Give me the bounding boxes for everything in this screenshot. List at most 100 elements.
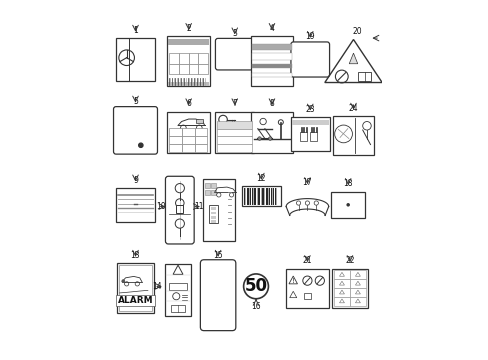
Text: !: ! bbox=[291, 278, 294, 284]
Bar bbox=[215, 112, 254, 153]
Bar bbox=[303, 293, 310, 299]
Text: 21: 21 bbox=[302, 256, 311, 265]
Text: 19: 19 bbox=[305, 32, 314, 41]
Text: 2: 2 bbox=[186, 24, 191, 33]
Bar bbox=[194, 144, 207, 152]
Bar bbox=[333, 270, 349, 279]
Text: 17: 17 bbox=[302, 178, 311, 187]
Bar bbox=[250, 36, 293, 86]
Text: 15: 15 bbox=[213, 251, 223, 260]
Text: 13: 13 bbox=[130, 251, 140, 260]
Bar bbox=[250, 112, 293, 153]
Bar bbox=[333, 297, 349, 306]
Bar bbox=[198, 53, 208, 64]
Bar bbox=[210, 212, 216, 215]
Bar bbox=[188, 53, 198, 64]
Bar bbox=[333, 279, 349, 288]
Text: 4: 4 bbox=[269, 24, 274, 33]
Bar bbox=[182, 144, 194, 152]
Bar bbox=[169, 53, 179, 64]
Bar bbox=[290, 117, 329, 151]
Bar bbox=[242, 186, 280, 206]
Bar bbox=[169, 64, 179, 75]
Bar bbox=[167, 36, 209, 86]
Bar bbox=[300, 132, 307, 141]
FancyBboxPatch shape bbox=[215, 39, 254, 70]
FancyBboxPatch shape bbox=[290, 42, 329, 77]
Text: 6: 6 bbox=[186, 99, 191, 108]
Bar bbox=[358, 72, 370, 81]
Circle shape bbox=[268, 137, 271, 140]
Bar bbox=[251, 44, 291, 50]
Bar bbox=[179, 64, 188, 75]
Text: 18: 18 bbox=[343, 179, 352, 188]
Circle shape bbox=[121, 279, 125, 283]
Bar bbox=[285, 269, 328, 307]
Bar bbox=[251, 73, 291, 77]
Text: 9: 9 bbox=[133, 176, 138, 185]
Bar bbox=[211, 183, 216, 188]
Text: 10: 10 bbox=[156, 202, 166, 211]
Bar bbox=[209, 205, 217, 222]
FancyBboxPatch shape bbox=[113, 107, 157, 154]
Bar bbox=[204, 190, 209, 195]
Bar bbox=[169, 283, 186, 290]
Text: 20: 20 bbox=[351, 27, 361, 36]
Bar bbox=[217, 121, 252, 129]
Bar bbox=[204, 183, 209, 188]
Bar bbox=[194, 128, 207, 136]
Bar bbox=[331, 269, 367, 307]
Text: 12: 12 bbox=[256, 174, 265, 183]
Bar bbox=[349, 270, 365, 279]
FancyBboxPatch shape bbox=[200, 260, 235, 330]
Bar bbox=[291, 120, 328, 125]
Bar bbox=[211, 190, 216, 195]
Bar bbox=[332, 116, 373, 155]
Bar bbox=[194, 136, 207, 144]
Text: 22: 22 bbox=[345, 256, 354, 265]
Bar bbox=[168, 82, 208, 86]
Bar bbox=[349, 279, 365, 288]
Bar bbox=[179, 53, 188, 64]
Bar bbox=[169, 136, 182, 144]
Bar bbox=[210, 216, 216, 219]
Bar bbox=[217, 136, 252, 144]
Bar bbox=[251, 64, 291, 68]
Text: 16: 16 bbox=[251, 302, 260, 311]
Bar bbox=[188, 64, 198, 75]
Bar bbox=[182, 128, 194, 136]
Text: 14: 14 bbox=[152, 282, 162, 291]
Circle shape bbox=[346, 203, 349, 207]
Bar bbox=[217, 144, 252, 152]
Bar bbox=[210, 207, 216, 210]
Bar bbox=[119, 265, 152, 311]
Bar bbox=[169, 128, 182, 136]
Bar bbox=[171, 305, 185, 312]
FancyBboxPatch shape bbox=[165, 176, 194, 244]
Bar bbox=[182, 136, 194, 144]
Bar bbox=[196, 119, 203, 123]
Text: 5: 5 bbox=[133, 97, 138, 106]
Text: 7: 7 bbox=[232, 99, 237, 108]
Bar bbox=[116, 188, 155, 222]
Bar bbox=[210, 220, 216, 223]
Bar bbox=[349, 288, 365, 297]
Bar bbox=[203, 179, 234, 241]
Bar bbox=[198, 64, 208, 75]
Text: 50: 50 bbox=[244, 277, 267, 295]
Bar bbox=[168, 39, 208, 45]
Polygon shape bbox=[348, 53, 357, 64]
Bar bbox=[309, 132, 317, 141]
Circle shape bbox=[139, 143, 142, 147]
Bar bbox=[167, 112, 209, 153]
Text: 23: 23 bbox=[305, 105, 314, 114]
Bar bbox=[169, 144, 182, 152]
Bar bbox=[251, 54, 291, 60]
Text: 1: 1 bbox=[133, 26, 138, 35]
Bar bbox=[333, 288, 349, 297]
Bar bbox=[331, 192, 364, 218]
Circle shape bbox=[257, 137, 261, 140]
Bar bbox=[217, 129, 252, 136]
Bar bbox=[116, 38, 155, 81]
Text: 3: 3 bbox=[232, 28, 237, 37]
